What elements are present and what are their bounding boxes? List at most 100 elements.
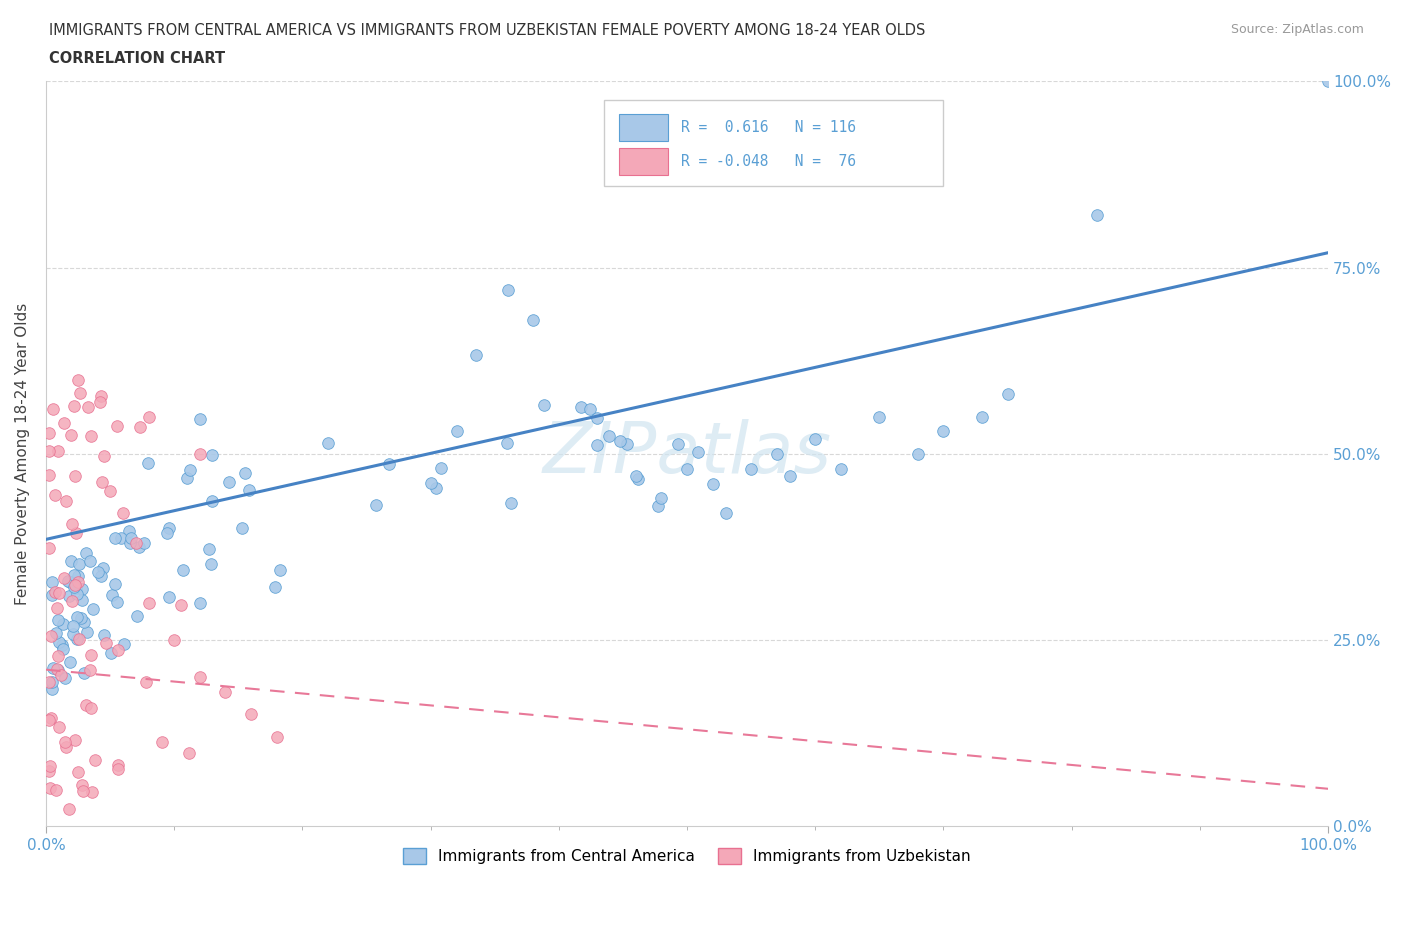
- Point: [63, 733, 86, 748]
- Point: [150, 735, 173, 750]
- Point: [62, 627, 84, 642]
- Point: [66, 610, 89, 625]
- Point: [58, 802, 80, 817]
- Point: [53, 734, 76, 749]
- Point: [446, 424, 468, 439]
- Point: [107, 642, 129, 657]
- Point: [45, 661, 67, 676]
- Point: [598, 429, 620, 444]
- Point: [740, 461, 762, 476]
- Point: [66, 372, 89, 387]
- Point: [163, 632, 186, 647]
- Point: [200, 557, 222, 572]
- Point: [586, 438, 609, 453]
- Point: [94, 635, 117, 650]
- Point: [125, 536, 148, 551]
- Point: [90, 568, 112, 583]
- Point: [714, 506, 737, 521]
- Point: [157, 590, 180, 604]
- Point: [138, 595, 160, 610]
- Point: [579, 402, 602, 417]
- Point: [1085, 208, 1108, 223]
- Point: [121, 531, 143, 546]
- Point: [41, 574, 63, 589]
- Point: [91, 560, 114, 575]
- Point: [107, 758, 129, 773]
- Point: [72, 783, 94, 798]
- Point: [378, 457, 401, 472]
- Point: [135, 675, 157, 690]
- Point: [533, 397, 555, 412]
- Point: [112, 637, 135, 652]
- Point: [101, 588, 124, 603]
- Point: [41, 402, 63, 417]
- Y-axis label: Female Poverty Among 18-24 Year Olds: Female Poverty Among 18-24 Year Olds: [15, 302, 30, 604]
- Point: [104, 577, 127, 591]
- Point: [499, 495, 522, 510]
- Point: [38, 712, 60, 727]
- Point: [38, 540, 60, 555]
- Point: [624, 469, 647, 484]
- Point: [779, 469, 801, 484]
- Point: [49, 667, 72, 682]
- Point: [138, 456, 160, 471]
- Point: [46, 613, 69, 628]
- Point: [609, 433, 631, 448]
- Text: CORRELATION CHART: CORRELATION CHART: [49, 51, 225, 66]
- Point: [38, 764, 60, 778]
- Point: [128, 540, 150, 555]
- Point: [98, 484, 121, 498]
- Point: [686, 445, 709, 459]
- Point: [55, 494, 77, 509]
- Point: [80, 701, 103, 716]
- Point: [316, 435, 339, 450]
- Point: [63, 399, 86, 414]
- Point: [647, 498, 669, 513]
- Point: [60, 427, 83, 442]
- Point: [38, 444, 60, 458]
- Point: [201, 494, 224, 509]
- Point: [62, 517, 84, 532]
- Point: [425, 481, 447, 496]
- Point: [702, 476, 724, 491]
- Point: [997, 387, 1019, 402]
- Point: [93, 628, 115, 643]
- FancyBboxPatch shape: [619, 114, 668, 141]
- Point: [59, 655, 82, 670]
- Point: [75, 545, 97, 560]
- Point: [48, 586, 70, 601]
- Point: [66, 631, 89, 646]
- Point: [48, 719, 70, 734]
- Point: [44, 584, 66, 599]
- Point: [90, 389, 112, 404]
- Point: [51, 638, 73, 653]
- Point: [830, 149, 852, 164]
- Point: [91, 474, 114, 489]
- Point: [79, 662, 101, 677]
- Point: [76, 625, 98, 640]
- Point: [932, 424, 955, 439]
- Point: [46, 649, 69, 664]
- Point: [100, 645, 122, 660]
- Point: [240, 707, 263, 722]
- Point: [73, 615, 96, 630]
- Point: [63, 579, 86, 594]
- FancyBboxPatch shape: [619, 148, 668, 175]
- Point: [93, 448, 115, 463]
- Point: [63, 578, 86, 592]
- Point: [55, 739, 77, 754]
- Point: [1317, 74, 1340, 89]
- Point: [67, 631, 90, 646]
- Point: [465, 347, 488, 362]
- Point: [51, 642, 73, 657]
- Point: [45, 783, 67, 798]
- Point: [38, 781, 60, 796]
- Point: [52, 617, 75, 631]
- Point: [82, 601, 104, 616]
- Point: [52, 415, 75, 430]
- Point: [188, 411, 211, 426]
- Point: [66, 764, 89, 779]
- Point: [238, 483, 260, 498]
- Point: [179, 746, 201, 761]
- FancyBboxPatch shape: [603, 100, 943, 186]
